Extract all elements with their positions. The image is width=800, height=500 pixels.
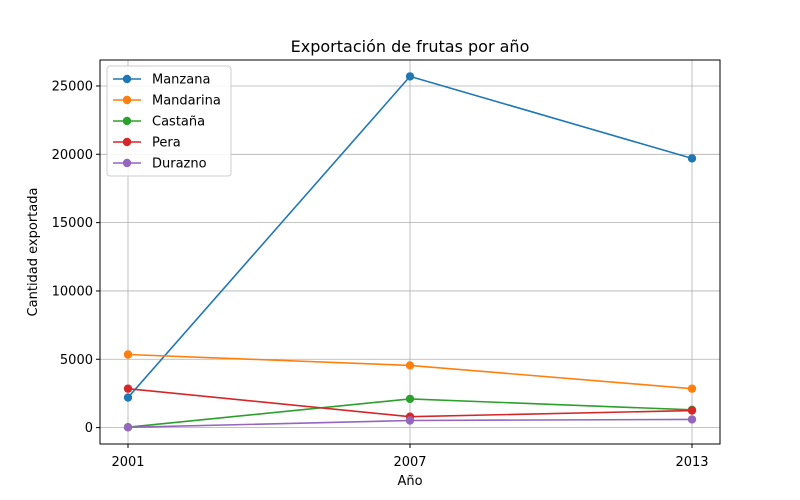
legend-label: Durazno — [152, 157, 207, 172]
series-manzana — [123, 72, 697, 402]
y-tick-label: 10000 — [52, 284, 93, 299]
legend-box — [106, 65, 232, 177]
plot-frame — [99, 59, 721, 445]
data-point — [687, 415, 697, 424]
y-tick-label: 15000 — [52, 216, 93, 231]
series-layer — [123, 72, 697, 432]
x-axis-label: Año — [397, 474, 422, 489]
legend-label: Pera — [152, 136, 181, 151]
legend-label: Castaña — [152, 115, 205, 130]
data-point — [405, 361, 415, 370]
data-point — [687, 406, 697, 415]
legend-swatch-marker — [122, 74, 132, 84]
chart-title: Exportación de frutas por año — [291, 37, 530, 56]
legend-label: Mandarina — [152, 94, 221, 109]
y-axis: 0 5000 10000 15000 20000 25000 — [52, 79, 100, 436]
x-tick-label: 2001 — [111, 455, 144, 470]
y-tick-label: 25000 — [52, 79, 93, 94]
y-tick-label: 20000 — [52, 148, 93, 163]
legend-item: Mandarina — [113, 94, 221, 109]
legend-item: Pera — [113, 136, 181, 151]
legend-label: Manzana — [152, 73, 210, 88]
x-tick-label: 2007 — [393, 455, 426, 470]
data-point — [123, 423, 133, 432]
x-axis: 2001 2007 2013 — [111, 444, 709, 470]
legend-item: Manzana — [113, 73, 210, 88]
legend-swatch-marker — [122, 95, 132, 105]
data-point — [123, 393, 133, 402]
series-durazno — [123, 415, 697, 432]
legend-item: Durazno — [113, 157, 207, 172]
legend-swatch-marker — [122, 158, 132, 168]
legend: Manzana Mandarina Castaña Pera Durazno — [106, 65, 232, 177]
x-tick-label: 2013 — [675, 455, 708, 470]
data-point — [123, 384, 133, 393]
data-point — [687, 154, 697, 163]
data-point — [687, 384, 697, 393]
data-point — [405, 416, 415, 425]
legend-swatch-marker — [122, 137, 132, 147]
legend-swatch-marker — [122, 116, 132, 126]
y-tick-label: 5000 — [60, 353, 93, 368]
legend-item: Castaña — [113, 115, 205, 130]
y-axis-label: Cantidad exportada — [26, 188, 41, 317]
series-mandarina — [123, 350, 697, 393]
y-tick-label: 0 — [85, 421, 93, 436]
data-point — [405, 72, 415, 81]
data-point — [123, 350, 133, 359]
data-point — [405, 394, 415, 404]
